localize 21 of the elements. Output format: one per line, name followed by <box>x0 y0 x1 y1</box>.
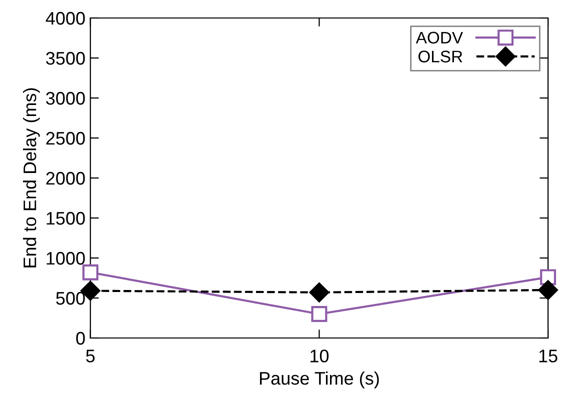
x-tick-label: 5 <box>86 350 95 362</box>
x-axis-title: Pause Time (s) <box>260 372 379 388</box>
y-tick-label: 2000 <box>46 172 85 185</box>
y-axis-title: End to End Delay (ms) <box>22 88 40 268</box>
y-tick-label: 2500 <box>46 132 85 145</box>
y-tick-label: 0 <box>76 332 85 345</box>
point <box>309 282 330 302</box>
point <box>540 269 556 286</box>
y-tick-label: 500 <box>56 292 85 305</box>
point <box>311 306 328 322</box>
point <box>82 264 98 280</box>
legend-label: AODV <box>416 32 463 44</box>
y-tick-label: 4000 <box>46 12 85 25</box>
x-tick-label: 15 <box>539 350 558 362</box>
y-tick-label: 1500 <box>46 212 85 225</box>
y-tick-label: 1000 <box>46 252 85 265</box>
y-tick-label: 3000 <box>46 92 85 105</box>
point <box>538 280 558 300</box>
legend-label: OLSR <box>418 50 462 62</box>
y-tick-label: 3500 <box>46 52 85 65</box>
x-tick-label: 10 <box>310 350 329 362</box>
